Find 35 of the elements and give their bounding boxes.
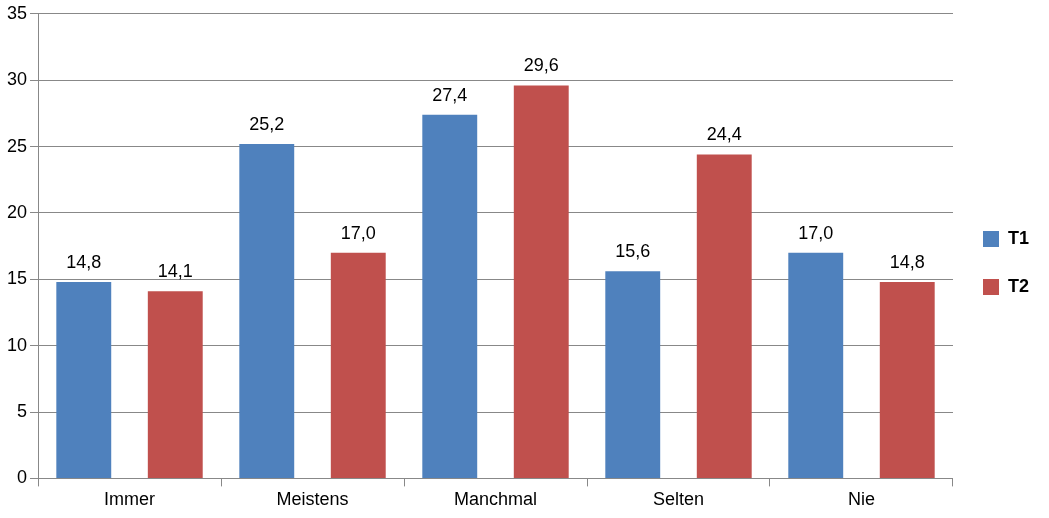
y-tick-label: 10 [6, 334, 28, 355]
bar [330, 252, 386, 478]
y-tick-label: 35 [6, 2, 28, 23]
y-tick-label: 5 [17, 401, 28, 421]
data-label: 14,1 [157, 261, 193, 282]
bar [879, 281, 935, 478]
data-label: 14,8 [66, 251, 102, 272]
bar [147, 291, 203, 478]
bar [56, 281, 112, 478]
x-tick-label: Immer [104, 489, 156, 510]
legend-label: T2 [1007, 275, 1030, 296]
y-tick-label: 25 [6, 135, 28, 156]
bar [513, 85, 569, 478]
data-label: 24,4 [706, 124, 742, 145]
x-tick-label: Selten [652, 489, 705, 510]
y-tick-label: 20 [6, 201, 28, 222]
data-label: 17,0 [340, 222, 376, 243]
bar [605, 271, 661, 478]
x-tick-label: Meistens [276, 489, 349, 510]
y-tick-label: 0 [17, 467, 28, 488]
data-label: 15,6 [615, 241, 651, 262]
data-label: 14,8 [889, 251, 925, 272]
bar [422, 114, 478, 478]
x-tick-label: Nie [847, 489, 875, 510]
data-label: 29,6 [523, 55, 559, 76]
data-label: 25,2 [249, 113, 285, 134]
x-tick-label: Manchmal [453, 489, 538, 510]
bar [696, 154, 752, 478]
bar [788, 252, 844, 478]
data-label: 27,4 [432, 84, 468, 105]
data-label: 17,0 [798, 222, 834, 243]
bar [239, 143, 295, 478]
legend-label: T1 [1007, 227, 1030, 248]
y-tick-label: 15 [6, 268, 28, 289]
y-tick-label: 30 [6, 69, 28, 90]
